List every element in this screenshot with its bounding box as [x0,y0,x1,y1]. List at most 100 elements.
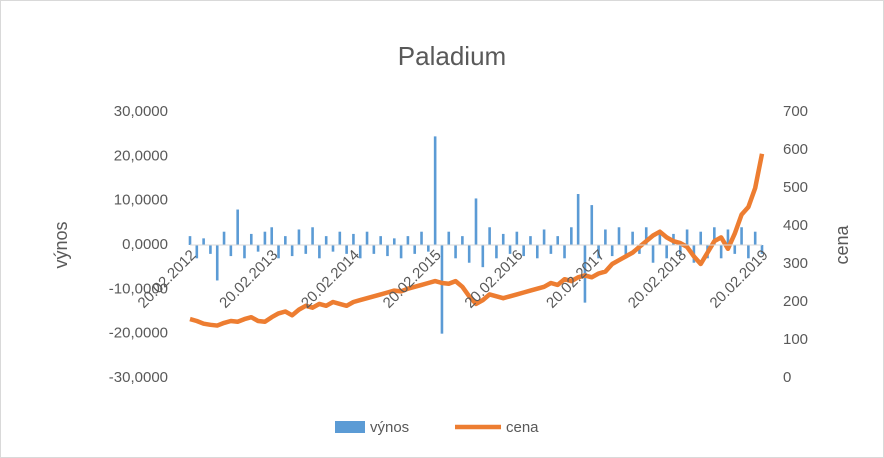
bar [454,245,457,259]
bar [413,245,417,254]
bar [570,227,573,245]
bar [522,245,525,257]
bar [488,227,491,245]
y-tick-label: 30,0000 [114,103,168,120]
bar [501,233,505,245]
bar [427,245,430,252]
bar [576,194,580,245]
y-tick-label: 20,0000 [114,147,168,164]
y2-tick-label: 400 [783,217,808,234]
bar [535,245,539,259]
bar [747,245,750,259]
bar [345,245,348,254]
bar [447,231,451,245]
bar [461,236,464,245]
bar [372,245,376,254]
bar [358,245,362,259]
bar [508,245,512,254]
bar [352,233,355,245]
bar [209,245,212,254]
bar [284,236,287,245]
bar [719,245,723,259]
bar [556,236,560,245]
bar [597,245,600,259]
bar [249,233,253,245]
bar [399,245,403,259]
bar [515,231,519,245]
bar [290,245,294,257]
bar [685,229,689,245]
y2-tick-label: 300 [783,255,808,272]
y-tick-label: 0,0000 [122,236,168,253]
y2-tick-label: 500 [783,179,808,196]
legend-label: výnos [370,419,409,436]
y-tick-label: 10,0000 [114,192,168,209]
bar [263,231,267,245]
bar [631,231,634,245]
bar [433,136,437,245]
bar [188,236,192,245]
bar [406,236,410,245]
bar [236,209,239,245]
y2-tick-label: 600 [783,141,808,158]
bar [590,205,594,245]
bar [760,245,764,254]
bar [678,245,682,254]
bar [331,245,335,252]
bar [604,229,607,245]
bar [392,238,396,245]
bar [243,245,246,259]
legend-label: cena [506,419,539,436]
y-tick-label: -30,0000 [109,369,168,386]
bar [753,231,757,245]
bar [665,245,668,259]
bar [624,245,628,259]
bar [195,245,199,259]
bar [256,245,260,252]
bar [651,245,655,263]
bar [699,231,703,245]
bar [297,229,301,245]
y2-tick-label: 0 [783,369,791,386]
y-tick-label: -20,0000 [109,325,168,342]
legend-swatch [335,421,365,433]
y-axis-title: výnos [51,221,71,268]
bar [202,238,205,245]
bar [495,245,498,259]
bar [311,227,314,245]
bar [229,245,233,257]
bar [440,245,444,334]
y2-axis-title: cena [832,225,852,265]
bar [549,245,553,254]
bar [474,198,478,245]
bar [318,245,321,259]
bar [324,236,328,245]
bar [420,231,423,245]
bar [481,245,485,268]
bar [658,231,662,245]
bar [277,245,280,259]
line [189,153,765,328]
y2-tick-label: 100 [783,331,808,348]
bar [338,231,342,245]
bar [386,245,389,257]
bar [529,236,532,245]
bar [542,229,546,245]
bar [304,245,308,254]
bar [713,227,716,245]
y2-tick-label: 700 [783,103,808,120]
bar [270,227,274,245]
chart-title: Paladium [398,41,506,71]
y2-tick-label: 200 [783,293,808,310]
bar [467,245,471,263]
bar [365,231,369,245]
bar [379,236,382,245]
bar [617,227,621,245]
bar [726,229,730,245]
y-tick-label: -10,0000 [109,280,168,297]
bar [563,245,566,259]
bar [215,245,219,281]
bar [644,227,648,245]
bar [222,231,226,245]
